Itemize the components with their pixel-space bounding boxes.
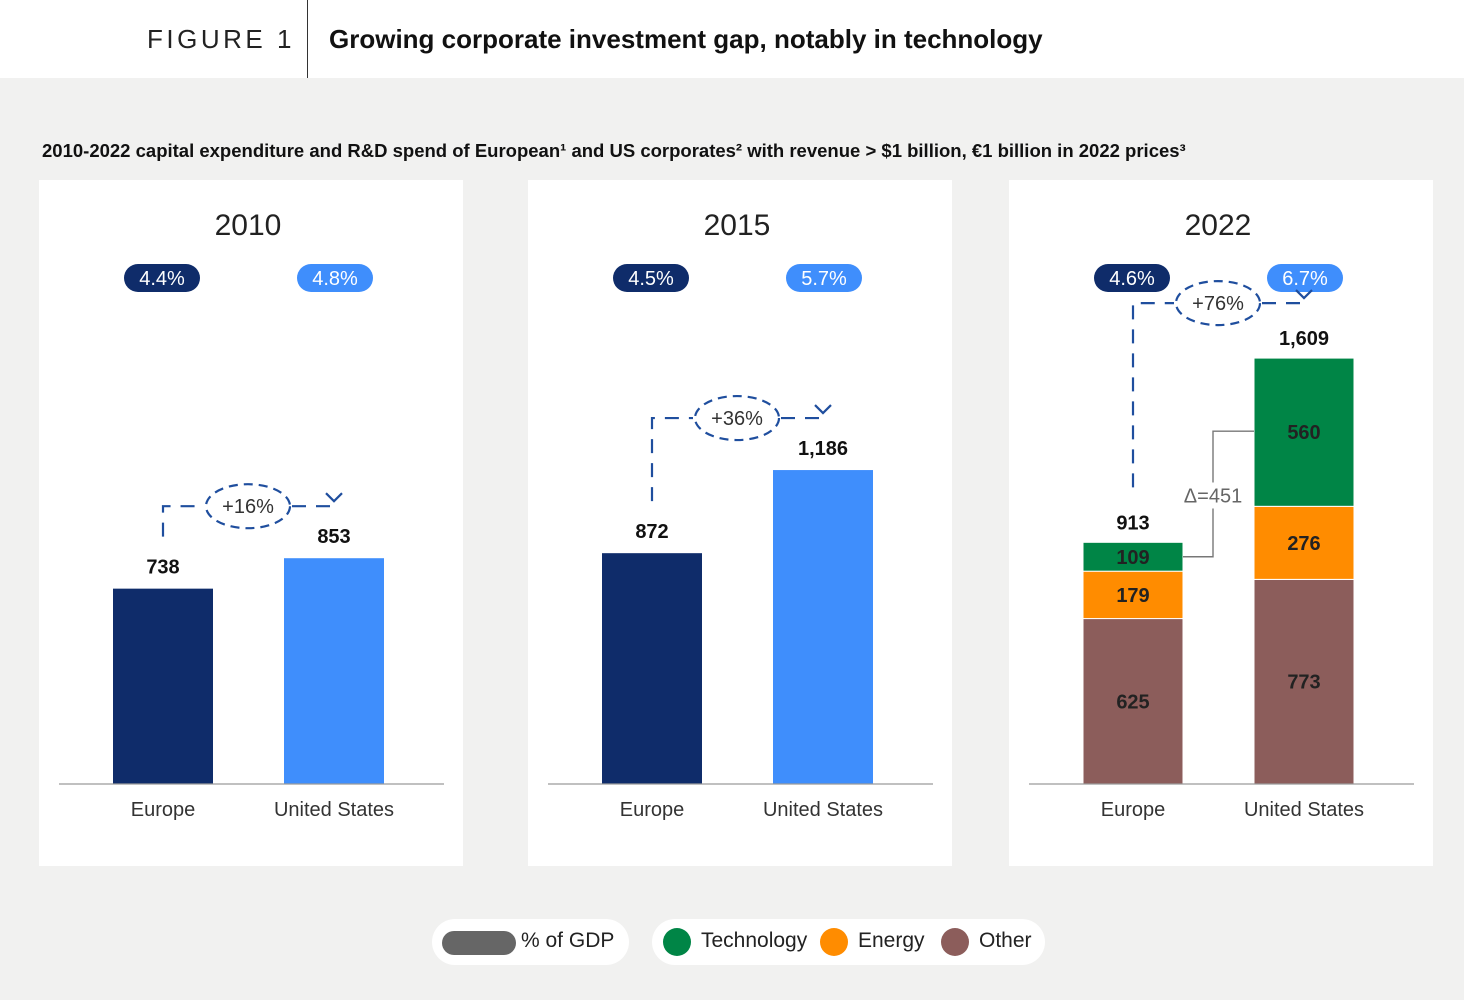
value-label: 872 bbox=[635, 521, 668, 543]
legend-technology-dot bbox=[663, 928, 691, 956]
legend-other-dot bbox=[941, 928, 969, 956]
legend-gdp-label: % of GDP bbox=[521, 929, 615, 952]
segment-value-label: 625 bbox=[1116, 691, 1149, 713]
segment-value-label: 560 bbox=[1287, 422, 1320, 444]
change-arrow-right bbox=[781, 412, 825, 420]
change-arrowhead bbox=[325, 492, 343, 503]
gdp-pill-label: 5.7% bbox=[801, 268, 847, 290]
gdp-pill-us bbox=[297, 264, 373, 292]
change-label: +36% bbox=[711, 408, 763, 430]
gdp-swatch bbox=[442, 931, 516, 955]
value-label: 853 bbox=[317, 526, 350, 548]
legend-technology-label: Technology bbox=[701, 929, 808, 952]
bar-segment-technology bbox=[1253, 357, 1355, 507]
change-arrow-left bbox=[1131, 301, 1174, 488]
bar-us bbox=[284, 558, 384, 784]
gdp-pill-europe bbox=[1094, 264, 1170, 292]
legend-other-label: Other bbox=[979, 929, 1032, 952]
change-arrowhead bbox=[1295, 289, 1313, 300]
gdp-pill-us bbox=[786, 264, 862, 292]
value-label: 1,186 bbox=[798, 438, 848, 460]
bar-europe bbox=[602, 553, 702, 784]
change-arrow-left bbox=[161, 505, 204, 537]
delta-label: Δ=451 bbox=[1184, 485, 1242, 507]
change-badge bbox=[693, 394, 781, 442]
change-badge bbox=[204, 483, 292, 530]
bar-us bbox=[773, 470, 873, 784]
panel-2010: 738 853 2010 4.4% 4.8% Europe United States +16… bbox=[39, 180, 463, 866]
chart-2022: 625 179 109 913 773 276 560 1,609 2022 4.6% 6.7% Eu… bbox=[1029, 209, 1414, 821]
chart-subtitle: 2010-2022 capital expenditure and R&D sp… bbox=[42, 140, 1186, 161]
change-label: +16% bbox=[222, 496, 274, 518]
change-arrowhead bbox=[814, 404, 832, 415]
segment-value-label: 179 bbox=[1116, 585, 1149, 607]
change-arrow-right bbox=[1262, 297, 1306, 305]
bar-europe bbox=[113, 588, 213, 784]
panel-year-title: 2022 bbox=[1185, 209, 1252, 242]
legend-sectors: Technology Energy Other bbox=[652, 919, 1045, 965]
header-divider bbox=[307, 0, 308, 78]
legend-energy-dot bbox=[820, 928, 848, 956]
chart-2010: 738 853 2010 4.4% 4.8% Europe United States +16… bbox=[59, 209, 444, 821]
panel-2015: 872 1,186 2015 4.5% 5.7% Europe United States +… bbox=[528, 180, 952, 866]
bar-segment-technology bbox=[1082, 541, 1184, 572]
gdp-pill-label: 4.5% bbox=[628, 268, 674, 290]
x-tick-label: Europe bbox=[1101, 799, 1166, 821]
x-tick-label: Europe bbox=[131, 799, 196, 821]
delta-label-bg bbox=[1177, 482, 1249, 509]
panel-2022: 625 179 109 913 773 276 560 1,609 2022 4.6% 6.7% Eu… bbox=[1009, 180, 1433, 866]
x-tick-label: United States bbox=[763, 799, 883, 821]
x-tick-label: Europe bbox=[620, 799, 685, 821]
panel-year-title: 2015 bbox=[704, 209, 771, 242]
panel-year-title: 2010 bbox=[215, 209, 282, 242]
segment-value-label: 276 bbox=[1287, 533, 1320, 555]
legend-energy-label: Energy bbox=[858, 929, 925, 952]
gdp-pill-label: 6.7% bbox=[1282, 268, 1328, 290]
gdp-pill-europe bbox=[124, 264, 200, 292]
x-tick-label: United States bbox=[1244, 799, 1364, 821]
gdp-pill-label: 4.6% bbox=[1109, 268, 1155, 290]
value-label: 738 bbox=[146, 557, 179, 579]
figure-header: FIGURE 1 Growing corporate investment ga… bbox=[0, 0, 1464, 78]
figure-label: FIGURE 1 bbox=[147, 24, 295, 54]
change-badge bbox=[1174, 279, 1262, 327]
total-label: 1,609 bbox=[1279, 328, 1329, 350]
gdp-pill-europe bbox=[613, 264, 689, 292]
segment-value-label: 773 bbox=[1287, 672, 1320, 694]
x-tick-label: United States bbox=[274, 799, 394, 821]
chart-2015: 872 1,186 2015 4.5% 5.7% Europe United States +… bbox=[548, 209, 933, 821]
gdp-pill-label: 4.8% bbox=[312, 268, 358, 290]
legend-gdp: % of GDP bbox=[432, 919, 629, 965]
change-label: +76% bbox=[1192, 293, 1244, 315]
gdp-pill-label: 4.4% bbox=[139, 268, 185, 290]
segment-value-label: 109 bbox=[1116, 547, 1149, 569]
change-arrow-left bbox=[650, 416, 693, 502]
total-label: 913 bbox=[1116, 512, 1149, 534]
bar-segment-energy bbox=[1253, 505, 1355, 580]
figure-title: Growing corporate investment gap, notabl… bbox=[329, 24, 1043, 54]
change-arrow-right bbox=[292, 500, 336, 508]
gdp-pill-us bbox=[1267, 264, 1343, 292]
